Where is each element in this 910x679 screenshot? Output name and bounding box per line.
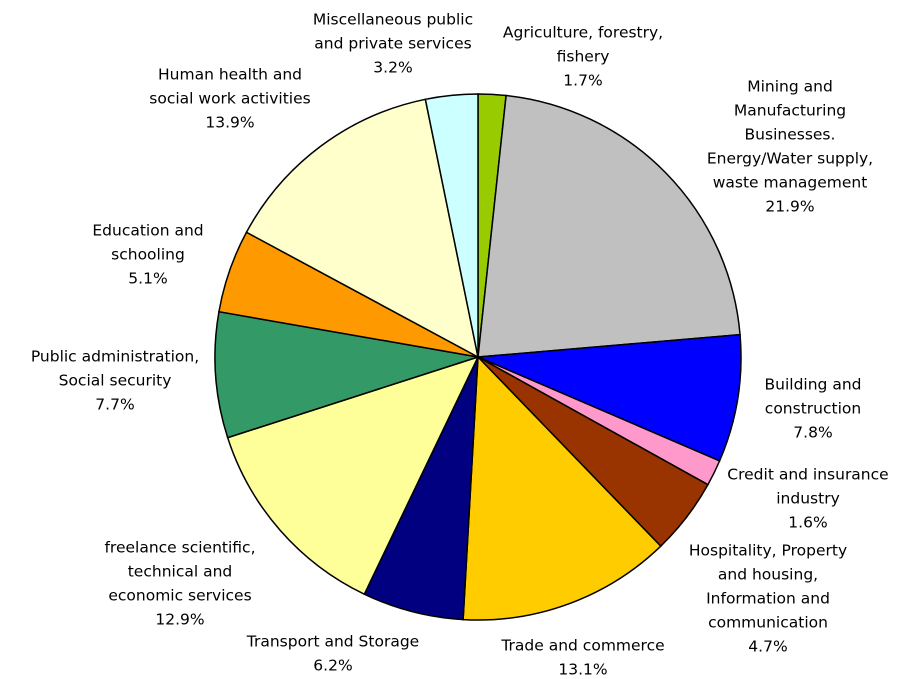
slice-label: Trade and commerce [500,637,664,655]
value-label: 4.7% [748,638,787,656]
value-label: 6.2% [313,657,352,675]
slice-label: Miscellaneous public [313,11,473,29]
slice-label: Education and [92,222,203,240]
value-label: 3.2% [373,59,412,77]
slice-label: technical and [128,563,233,581]
slice-label: industry [776,490,840,508]
slice-label: economic services [108,587,251,605]
slice-label: freelance scientific, [104,539,255,557]
slice-label: Businesses. [745,126,836,144]
slice-label: Hospitality, Property [689,542,847,560]
pie-slice [214,310,479,439]
slice-label: Information and [706,590,830,608]
pie-slice [245,98,480,359]
pie-slice [226,355,480,596]
value-label: 12.9% [155,611,204,629]
value-label: 1.6% [788,514,827,532]
value-label: 7.8% [793,424,832,442]
slice-label: and private services [314,35,471,53]
slice-label: Mining and [747,78,833,96]
slice-label: Agriculture, forestry, [503,24,663,42]
pie-slice [477,94,741,358]
slice-label: Public administration, [31,348,199,366]
pie-slice [462,355,662,621]
value-label: 1.7% [563,72,602,90]
slice-label: Human health and [158,66,302,84]
value-label: 5.1% [128,270,167,288]
slice-label: Social security [59,372,172,390]
slice-label: Manufacturing [734,102,846,120]
slice-label: schooling [111,246,185,264]
pie-slice [424,93,479,358]
pie-slice [477,333,742,462]
slice-label: Transport and Storage [246,633,419,651]
slice-label: fishery [557,48,610,66]
slice-label: waste management [713,174,868,192]
value-label: 21.9% [765,198,814,216]
slice-label: Energy/Water supply, [707,150,873,168]
slice-label: Credit and insurance [727,466,888,484]
value-label: 13.1% [558,661,607,679]
slice-label: social work activities [149,90,310,108]
slice-label: communication [708,614,828,632]
slice-label: and housing, [718,566,818,584]
slice-label: Building and [765,376,862,394]
slice-label: construction [765,400,861,418]
value-label: 13.9% [205,114,254,132]
value-label: 7.7% [95,396,134,414]
